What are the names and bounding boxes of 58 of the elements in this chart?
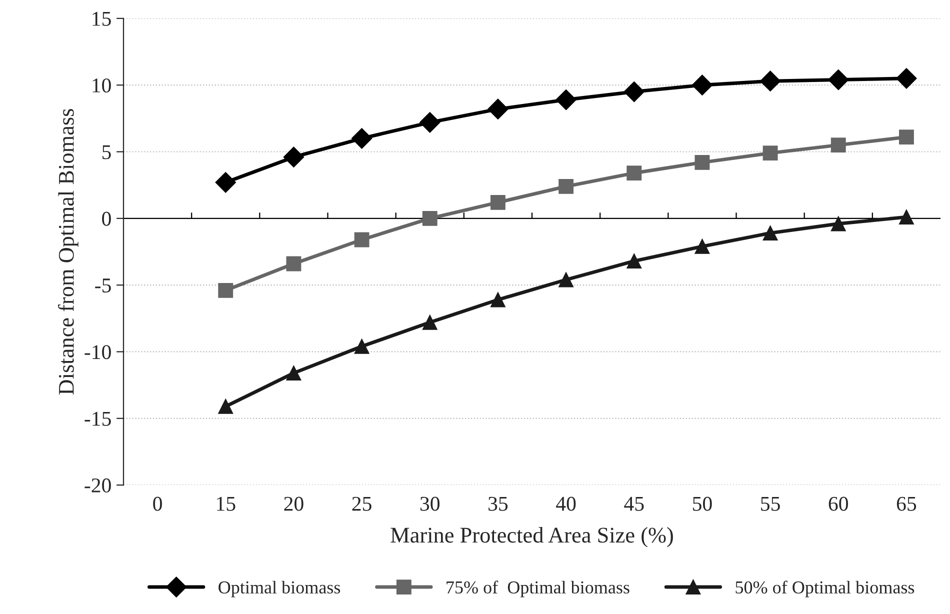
point bbox=[828, 69, 849, 90]
x-tick-label: 25 bbox=[352, 496, 372, 511]
point bbox=[283, 146, 304, 168]
y-axis-title: Distance from Optimal Biomass bbox=[58, 109, 78, 395]
y-tick-label: -10 bbox=[84, 345, 111, 360]
point bbox=[488, 98, 508, 120]
point bbox=[694, 154, 710, 170]
x-tick-label: 50 bbox=[693, 496, 712, 511]
point bbox=[351, 128, 372, 149]
x-tick-label: 0 bbox=[153, 496, 162, 511]
point bbox=[694, 238, 710, 254]
point bbox=[558, 272, 574, 288]
x-tick-label: 60 bbox=[828, 496, 848, 511]
x-tick-label: 55 bbox=[761, 496, 780, 511]
point bbox=[558, 178, 574, 194]
point bbox=[286, 366, 302, 381]
point bbox=[420, 112, 440, 133]
y-tick-label: 15 bbox=[92, 12, 111, 26]
point bbox=[215, 172, 236, 193]
point bbox=[624, 81, 644, 102]
point bbox=[490, 292, 506, 308]
point bbox=[354, 338, 370, 354]
legend-label: 50% of Optimal biomass bbox=[736, 580, 914, 598]
x-tick-label: 15 bbox=[217, 496, 236, 511]
point bbox=[762, 226, 778, 241]
legend-label: Optimal biomass bbox=[218, 580, 340, 598]
x-tick-label: 45 bbox=[624, 496, 644, 511]
y-tick-label: -5 bbox=[95, 278, 111, 293]
point bbox=[490, 194, 506, 210]
x-tick-label: 30 bbox=[420, 496, 440, 511]
y-tick-label: -15 bbox=[84, 412, 111, 426]
x-tick-label: 20 bbox=[284, 496, 304, 511]
point bbox=[626, 254, 642, 269]
point bbox=[898, 130, 914, 145]
point bbox=[218, 398, 234, 414]
y-tick-label: 5 bbox=[102, 145, 111, 160]
x-tick-label: 35 bbox=[488, 496, 508, 511]
point bbox=[626, 166, 642, 181]
point bbox=[422, 314, 438, 330]
point bbox=[286, 256, 302, 272]
point bbox=[898, 210, 914, 225]
y-tick-label: -20 bbox=[84, 478, 111, 492]
x-axis-title: Marine Protected Area Size (%) bbox=[390, 527, 673, 548]
y-tick-label: 0 bbox=[102, 212, 111, 226]
point bbox=[762, 146, 778, 161]
point bbox=[354, 232, 370, 248]
y-tick-label: 10 bbox=[92, 78, 111, 93]
point bbox=[760, 70, 781, 92]
point bbox=[830, 138, 846, 153]
point bbox=[422, 210, 438, 226]
legend-label: 75% of Optimal biomass bbox=[446, 580, 630, 598]
point bbox=[692, 74, 713, 96]
point bbox=[830, 216, 846, 232]
point bbox=[556, 89, 576, 110]
point bbox=[896, 68, 917, 89]
x-tick-label: 65 bbox=[896, 496, 916, 511]
x-tick-label: 40 bbox=[556, 496, 576, 511]
point bbox=[218, 282, 234, 298]
